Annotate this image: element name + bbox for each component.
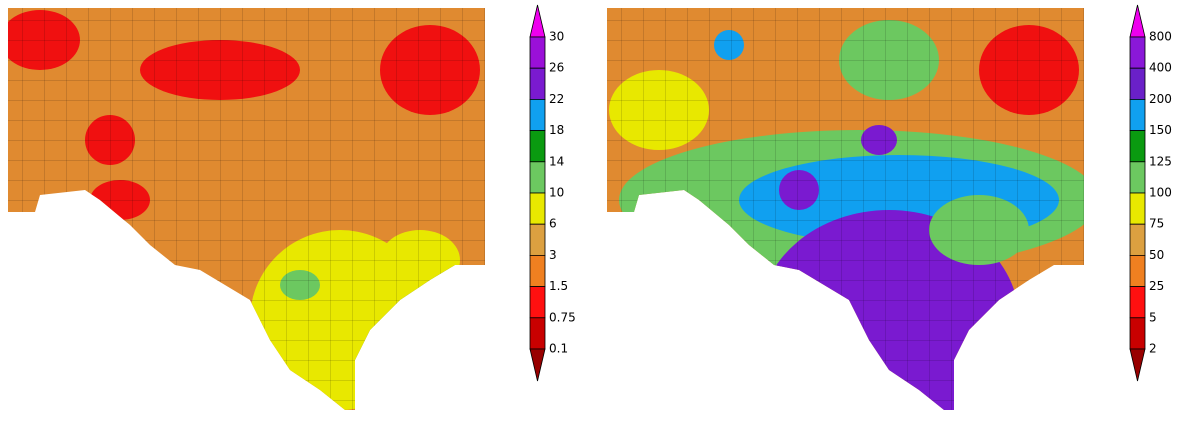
colorbar-label: 10	[549, 186, 564, 200]
colorbar-label: 2	[1149, 342, 1157, 356]
colorbar-cap	[529, 4, 546, 38]
colorbar-label: 14	[549, 154, 564, 168]
colorbar-label: 100	[1149, 186, 1172, 200]
colorbar-segment	[1129, 99, 1146, 132]
colorbar-cap	[529, 348, 546, 382]
colorbar-cap	[1129, 348, 1146, 382]
colorbar-segment	[1129, 67, 1146, 100]
colorbar-label: 75	[1149, 217, 1164, 231]
colorbar-label: 22	[549, 92, 564, 106]
colorbar-label: 18	[549, 123, 564, 137]
colorbar-segment	[529, 161, 546, 194]
map-left	[8, 8, 485, 410]
colorbar-segment	[1129, 36, 1146, 69]
colorbar-label: 25	[1149, 279, 1164, 293]
colorbar-segment	[1129, 254, 1146, 287]
colorbar-segment	[529, 317, 546, 350]
colorbar-label: 0.1	[549, 342, 568, 356]
colorbar-label: 6	[549, 217, 557, 231]
colorbar-label: 26	[549, 61, 564, 75]
colorbar-label: 150	[1149, 123, 1172, 137]
colorbar-segment	[529, 36, 546, 69]
colorbar-segment	[529, 99, 546, 132]
colorbar-label: 1.5	[549, 279, 568, 293]
colorbar-label: 800	[1149, 30, 1172, 44]
colorbar-label: 400	[1149, 61, 1172, 75]
colorbar-segment	[1129, 192, 1146, 225]
colorbar-label: 200	[1149, 92, 1172, 106]
colorbar-label: 3	[549, 248, 557, 262]
colorbar-segment	[529, 130, 546, 163]
colorbar-segment	[529, 67, 546, 100]
colorbar-label: 0.75	[549, 310, 576, 324]
colorbar-label: 50	[1149, 248, 1164, 262]
colorbar-segment	[529, 254, 546, 287]
colorbar-label: 125	[1149, 154, 1172, 168]
colorbar-segment	[1129, 223, 1146, 256]
colorbar-segment	[529, 192, 546, 225]
colorbar-cap	[1129, 4, 1146, 38]
colorbar-segment	[1129, 286, 1146, 319]
map-right	[607, 8, 1084, 410]
colorbar-segment	[1129, 161, 1146, 194]
colorbar-label: 5	[1149, 310, 1157, 324]
colorbar-segment	[529, 286, 546, 319]
colorbar-label: 30	[549, 30, 564, 44]
colorbar-segment	[1129, 130, 1146, 163]
colorbar-segment	[529, 223, 546, 256]
colorbar-segment	[1129, 317, 1146, 350]
